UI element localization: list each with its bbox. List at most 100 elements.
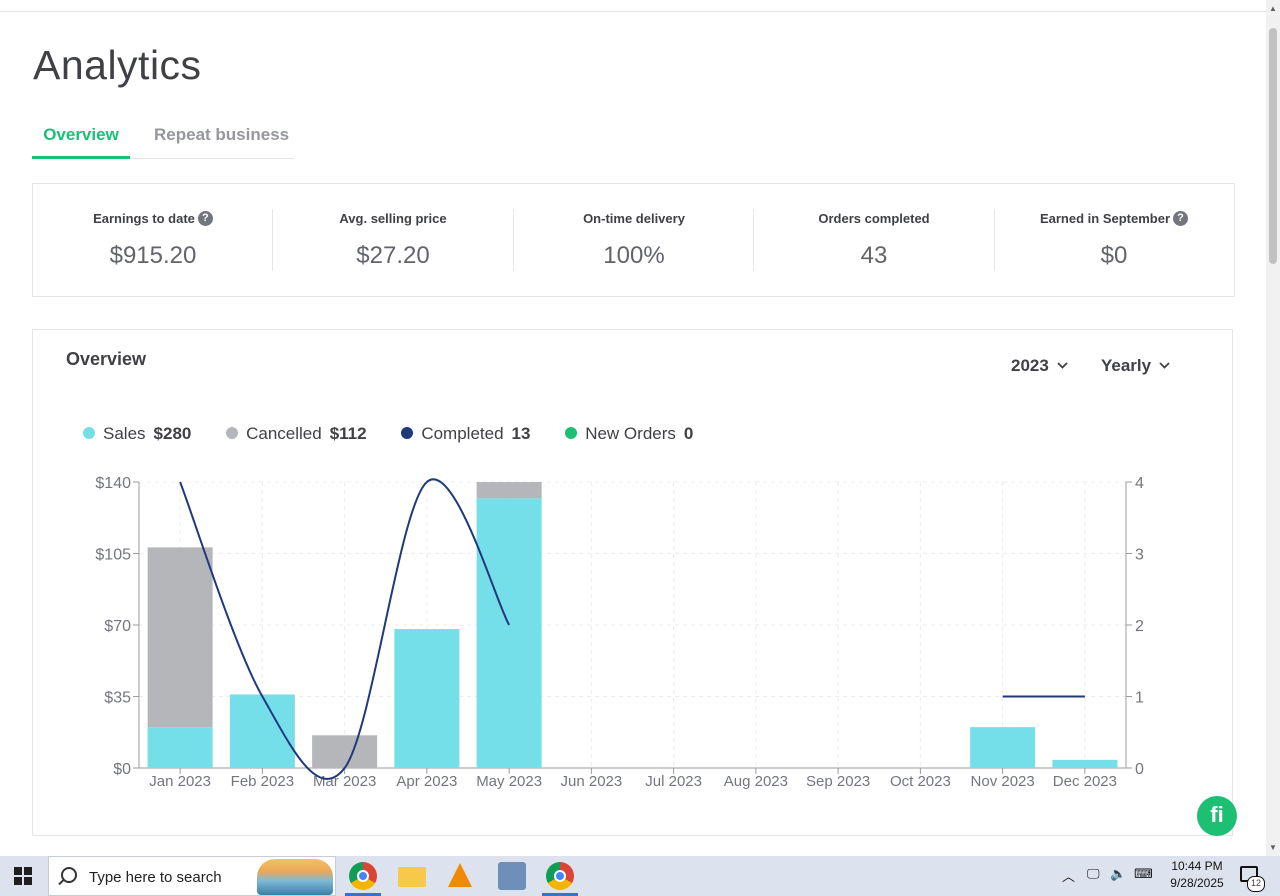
year-dropdown-value: 2023 <box>1011 356 1049 375</box>
x-tick-label: Dec 2023 <box>1053 773 1117 790</box>
stat-value: $27.20 <box>356 242 430 269</box>
scroll-down-arrow-icon[interactable]: ▼ <box>1269 843 1277 852</box>
bar-cancelled <box>476 482 542 499</box>
taskbar-clock[interactable]: 10:44 PM 9/28/2025 <box>1162 858 1232 892</box>
stat-on-time-delivery: On-time delivery 100% <box>514 184 754 296</box>
tab-bar: Overview Repeat business <box>32 118 294 159</box>
x-tick-label: Oct 2023 <box>890 773 951 790</box>
stat-avg-selling-price: Avg. selling price $27.20 <box>273 184 513 296</box>
legend-label: Sales <box>103 424 146 443</box>
clock-date: 9/28/2025 <box>1170 876 1224 890</box>
page-title: Analytics <box>33 42 202 88</box>
y-left-tick-label: $70 <box>104 618 131 635</box>
y-left-tick-label: $105 <box>95 547 131 564</box>
search-highlight-image <box>257 859 333 895</box>
stat-divider <box>753 209 754 271</box>
y-left-tick-label: $35 <box>104 690 131 707</box>
legend-value: 13 <box>511 424 531 443</box>
x-tick-label: Mar 2023 <box>313 773 376 790</box>
legend-item-new-orders[interactable]: New Orders 0 <box>565 424 693 444</box>
legend-value: 0 <box>683 424 694 443</box>
stat-orders-completed: Orders completed 43 <box>754 184 994 296</box>
keyboard-icon[interactable]: ⌨ <box>1134 866 1153 881</box>
stat-value: 100% <box>603 242 665 269</box>
notification-count-badge: 12 <box>1247 876 1265 892</box>
active-app-indicator <box>345 893 381 896</box>
active-app-indicator <box>542 893 578 896</box>
taskbar-search-box[interactable]: Type here to search <box>48 856 336 896</box>
legend-label: Completed <box>421 424 504 443</box>
stat-earned-in-september: Earned in September? $0 <box>994 184 1234 296</box>
period-dropdown[interactable]: Yearly <box>1101 356 1170 376</box>
stat-divider <box>994 209 995 271</box>
x-tick-label: Apr 2023 <box>396 773 457 790</box>
y-left-tick-label: $0 <box>113 761 131 778</box>
network-icon[interactable]: 🖵 <box>1087 866 1100 881</box>
help-icon[interactable]: ? <box>197 211 213 227</box>
stat-label: Orders completed <box>818 211 930 226</box>
y-right-tick-label: 1 <box>1135 690 1144 707</box>
year-dropdown[interactable]: 2023 <box>1011 356 1068 376</box>
stat-label: On-time delivery <box>583 211 685 226</box>
period-dropdown-value: Yearly <box>1101 356 1152 375</box>
stat-label: Earned in September <box>1039 211 1171 226</box>
legend-item-completed[interactable]: Completed 13 <box>401 424 530 444</box>
legend-label: Cancelled <box>246 424 322 443</box>
tab-repeat-business[interactable]: Repeat business <box>154 125 290 144</box>
legend-dot <box>83 427 95 439</box>
page-scrollbar[interactable]: ▲ ▼ <box>1266 0 1280 856</box>
line-completed <box>179 478 510 780</box>
stat-divider <box>513 209 514 271</box>
chrome-profile-icon[interactable] <box>546 862 574 890</box>
stat-earnings-to-date: Earnings to date? $915.20 <box>33 184 273 296</box>
chrome-icon[interactable] <box>349 862 377 890</box>
y-right-tick-label: 0 <box>1135 761 1144 778</box>
bar-sales <box>1052 759 1118 768</box>
overview-chart: $0 $35 $70 $105 $140 0 1 2 3 4 Jan 2023 Feb 2023 Mar… <box>95 475 1144 790</box>
stat-value: 43 <box>860 242 888 269</box>
help-icon[interactable]: ? <box>1173 211 1189 227</box>
vlc-player-icon[interactable] <box>448 863 472 887</box>
legend-item-sales[interactable]: Sales $280 <box>83 424 191 444</box>
chevron-down-icon <box>1057 354 1068 374</box>
y-right-tick-label: 2 <box>1135 618 1144 635</box>
tab-overview[interactable]: Overview <box>32 118 130 159</box>
x-tick-label: Jan 2023 <box>149 773 211 790</box>
scroll-thumb[interactable] <box>1269 28 1277 264</box>
legend-value: $280 <box>153 424 192 443</box>
bar-sales <box>476 498 542 768</box>
x-tick-label: Nov 2023 <box>971 773 1035 790</box>
clock-time: 10:44 PM <box>1171 859 1223 873</box>
y-left-tick-label: $140 <box>95 475 131 492</box>
windows-start-icon[interactable] <box>14 867 32 885</box>
chevron-up-icon[interactable]: ︿ <box>1062 869 1076 884</box>
legend-dot <box>226 427 239 439</box>
stat-value: $915.20 <box>109 242 197 269</box>
scroll-up-arrow-icon[interactable]: ▲ <box>1269 4 1277 13</box>
chevron-down-icon <box>1159 354 1170 374</box>
top-divider <box>0 11 1266 12</box>
legend-value: $112 <box>329 424 367 443</box>
legend-dot <box>401 427 414 439</box>
stat-label: Avg. selling price <box>339 211 447 226</box>
chart-legend: Sales $280 Cancelled $112 Completed 13 New … <box>83 424 723 444</box>
x-tick-label: Feb 2023 <box>231 773 294 790</box>
app-icon[interactable] <box>498 862 526 890</box>
legend-dot <box>565 427 578 439</box>
x-tick-label: Aug 2023 <box>724 773 788 790</box>
stat-value: $0 <box>1100 242 1128 269</box>
legend-item-cancelled[interactable]: Cancelled $112 <box>226 424 367 444</box>
x-tick-label: Sep 2023 <box>806 773 870 790</box>
search-icon <box>61 867 77 883</box>
stat-divider <box>272 209 273 271</box>
overview-title: Overview <box>66 349 147 369</box>
volume-icon[interactable]: 🔈 <box>1110 866 1127 881</box>
bar-sales <box>394 629 460 768</box>
y-right-tick-label: 3 <box>1135 547 1144 564</box>
file-explorer-icon[interactable] <box>398 867 426 887</box>
bar-sales <box>970 727 1036 768</box>
windows-taskbar: Type here to search ︿ 🖵 🔈 ⌨ 10:44 PM 9/2… <box>0 856 1280 896</box>
overview-card: Overview 2023 Yearly Sales $280 Cancelled… <box>32 329 1233 836</box>
fiverr-logo-badge[interactable]: fi <box>1197 796 1237 836</box>
stats-panel: Earnings to date? $915.20 Avg. selling p… <box>32 183 1235 297</box>
